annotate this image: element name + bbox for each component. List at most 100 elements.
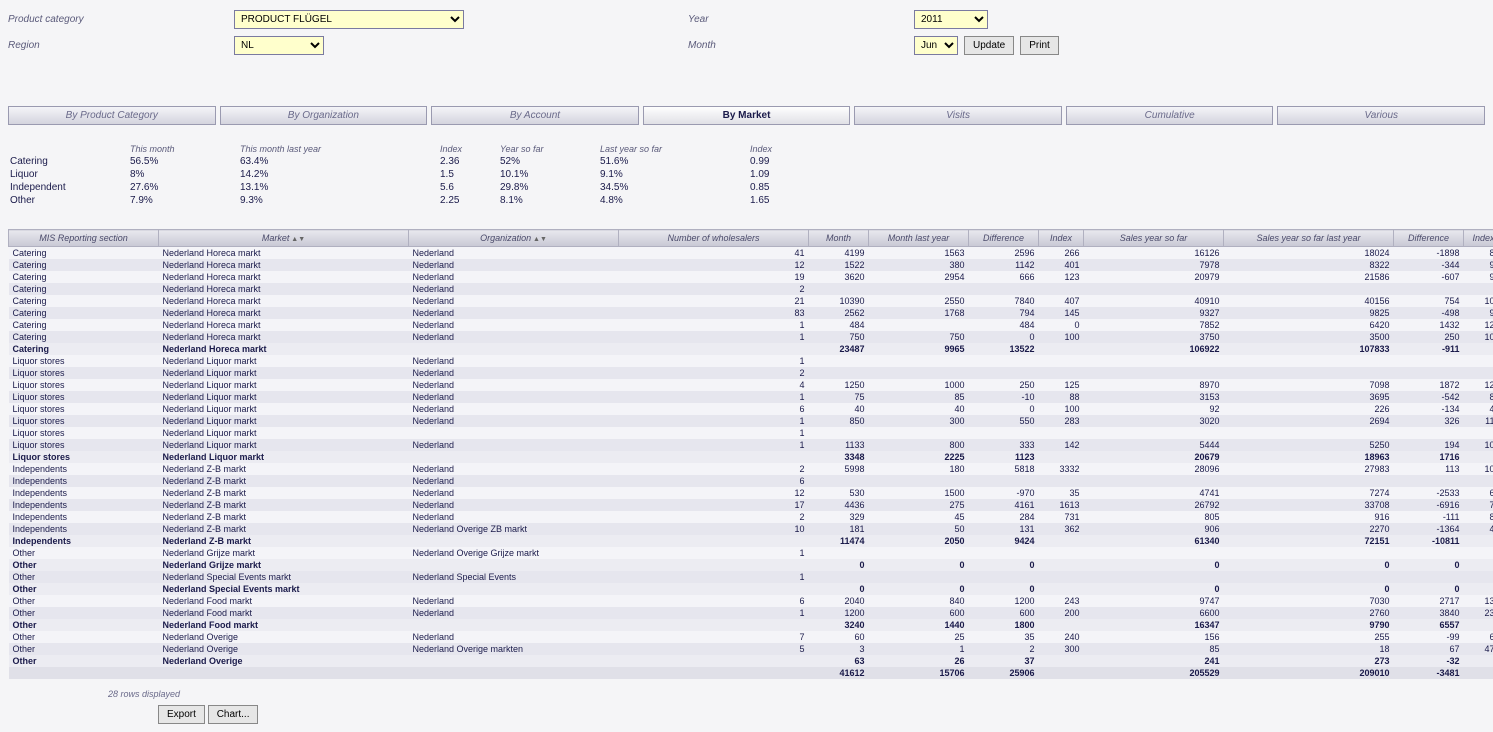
cell <box>969 475 1039 487</box>
cell: -32 <box>1394 655 1464 667</box>
cell: Catering <box>9 295 159 307</box>
cell: Other <box>9 607 159 619</box>
cell: 2550 <box>869 295 969 307</box>
summary-cell: 29.8% <box>498 181 598 194</box>
tab-cumulative[interactable]: Cumulative <box>1066 106 1274 125</box>
cell <box>1039 475 1084 487</box>
cell: 33708 <box>1224 499 1394 511</box>
cell: 23487 <box>809 343 869 355</box>
cell: 5 <box>619 643 809 655</box>
table-row: Liquor storesNederland Liquor marktNeder… <box>9 355 1493 367</box>
cell: 484 <box>969 319 1039 331</box>
region-select[interactable]: NL <box>234 36 324 55</box>
cell: 240 <box>1039 631 1084 643</box>
cell: 16126 <box>1084 247 1224 260</box>
summary-cell: 1.5 <box>438 168 498 181</box>
cell: Liquor stores <box>9 391 159 403</box>
cell: 9825 <box>1224 307 1394 319</box>
cell: 145 <box>1039 307 1084 319</box>
month-select[interactable]: Jun <box>914 36 958 55</box>
cell: 9327 <box>1084 307 1224 319</box>
cell <box>869 475 969 487</box>
cell <box>1084 475 1224 487</box>
cell <box>1039 655 1084 667</box>
summary-header: Index <box>748 143 808 155</box>
table-row: IndependentsNederland Z-B marktNederland… <box>9 523 1493 535</box>
cell: 2 <box>619 367 809 379</box>
cell <box>969 367 1039 379</box>
cell: 6420 <box>1224 319 1394 331</box>
column-header[interactable]: MIS Reporting section <box>9 230 159 247</box>
cell: 41 <box>1464 403 1493 415</box>
column-header[interactable]: Difference <box>1394 230 1464 247</box>
cell <box>869 355 969 367</box>
cell <box>1039 451 1084 463</box>
column-header[interactable]: Sales year so far last year <box>1224 230 1394 247</box>
cell: 2 <box>969 643 1039 655</box>
tab-various[interactable]: Various <box>1277 106 1485 125</box>
print-button[interactable]: Print <box>1020 36 1059 55</box>
tab-visits[interactable]: Visits <box>854 106 1062 125</box>
cell <box>869 571 969 583</box>
cell: Nederland <box>409 367 619 379</box>
cell: 2 <box>619 283 809 295</box>
cell <box>409 655 619 667</box>
cell: 21 <box>619 295 809 307</box>
cell: 0 <box>809 559 869 571</box>
cell: 2040 <box>809 595 869 607</box>
cell: 20679 <box>1084 451 1224 463</box>
cell: 9747 <box>1084 595 1224 607</box>
column-header[interactable]: Difference <box>969 230 1039 247</box>
cell: Nederland <box>409 379 619 391</box>
export-button[interactable]: Export <box>158 705 205 724</box>
column-header[interactable]: Sales year so far <box>1084 230 1224 247</box>
cell <box>1084 547 1224 559</box>
column-header[interactable]: Index <box>1464 230 1493 247</box>
cell <box>619 559 809 571</box>
cell: 107833 <box>1224 343 1394 355</box>
table-row: CateringNederland Horeca marktNederland4… <box>9 247 1493 260</box>
tab-by-organization[interactable]: By Organization <box>220 106 428 125</box>
cell: 18024 <box>1224 247 1394 260</box>
cell: Other <box>9 547 159 559</box>
product-category-select[interactable]: PRODUCT FLÜGEL <box>234 10 464 29</box>
cell: Other <box>9 655 159 667</box>
cell: 1 <box>619 427 809 439</box>
cell <box>809 475 869 487</box>
cell <box>1464 451 1493 463</box>
cell: Independents <box>9 523 159 535</box>
table-row: CateringNederland Horeca marktNederland1… <box>9 259 1493 271</box>
tab-by-market[interactable]: By Market <box>643 106 851 125</box>
cell <box>809 283 869 295</box>
column-header[interactable]: Number of wholesalers <box>619 230 809 247</box>
cell <box>809 355 869 367</box>
cell: 2760 <box>1224 607 1394 619</box>
cell: Nederland <box>409 307 619 319</box>
tab-by-account[interactable]: By Account <box>431 106 639 125</box>
column-header[interactable]: Organization ▲▼ <box>409 230 619 247</box>
column-header[interactable]: Index <box>1039 230 1084 247</box>
cell: 40156 <box>1224 295 1394 307</box>
chart-button[interactable]: Chart... <box>208 705 259 724</box>
cell: Nederland <box>409 475 619 487</box>
cell: 666 <box>969 271 1039 283</box>
update-button[interactable]: Update <box>964 36 1014 55</box>
tab-by-product-category[interactable]: By Product Category <box>8 106 216 125</box>
column-header[interactable]: Month <box>809 230 869 247</box>
cell <box>1464 655 1493 667</box>
table-row: IndependentsNederland Z-B marktNederland… <box>9 475 1493 487</box>
cell: 18 <box>1224 643 1394 655</box>
cell <box>619 619 809 631</box>
cell: 107 <box>1464 331 1493 343</box>
cell: 92 <box>1084 403 1224 415</box>
cell <box>1084 355 1224 367</box>
summary-cell: 2.36 <box>438 155 498 168</box>
cell: Other <box>9 631 159 643</box>
column-header[interactable]: Market ▲▼ <box>159 230 409 247</box>
cell: 7978 <box>1084 259 1224 271</box>
cell: 122 <box>1464 319 1493 331</box>
column-header[interactable]: Month last year <box>869 230 969 247</box>
cell <box>1464 559 1493 571</box>
cell <box>619 343 809 355</box>
year-select[interactable]: 2011 <box>914 10 988 29</box>
